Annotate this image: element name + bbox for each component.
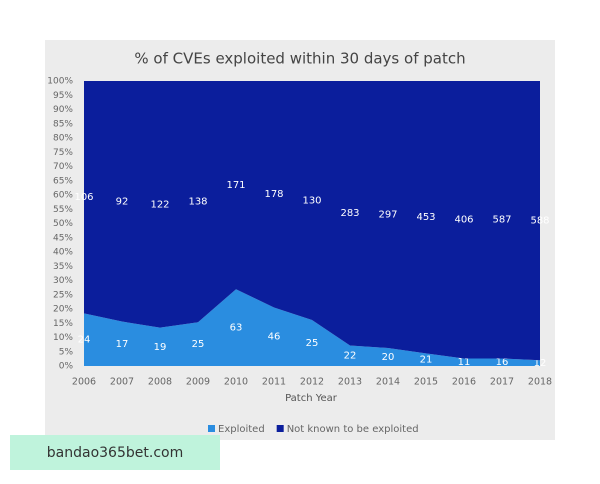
y-tick-label: 20% <box>53 305 73 315</box>
y-tick-label: 60% <box>53 191 73 201</box>
data-label: 106 <box>74 192 93 203</box>
watermark: bandao365bet.com <box>47 445 183 461</box>
y-tick-label: 5% <box>59 347 74 357</box>
y-tick-label: 50% <box>53 219 73 229</box>
y-tick-label: 30% <box>53 276 73 286</box>
y-tick-label: 0% <box>59 362 74 372</box>
y-tick-label: 25% <box>53 290 73 300</box>
data-label: 171 <box>226 180 245 191</box>
x-tick-label: 2011 <box>262 377 286 388</box>
y-tick-label: 45% <box>53 233 73 243</box>
y-tick-label: 85% <box>53 119 73 129</box>
data-label: 17 <box>116 339 129 350</box>
x-tick-label: 2009 <box>186 377 210 388</box>
legend-label: Exploited <box>218 424 265 435</box>
y-tick-label: 90% <box>53 105 73 115</box>
data-label: 178 <box>264 189 283 200</box>
x-tick-label: 2012 <box>300 377 324 388</box>
x-tick-label: 2013 <box>338 377 362 388</box>
data-label: 406 <box>454 215 473 226</box>
data-label: 25 <box>192 339 205 350</box>
data-label: 21 <box>420 355 433 366</box>
data-label: 11 <box>458 357 471 368</box>
data-label: 587 <box>492 215 511 226</box>
y-tick-label: 75% <box>53 148 73 158</box>
data-label: 588 <box>530 216 549 227</box>
data-label: 122 <box>150 199 169 210</box>
y-tick-label: 65% <box>53 176 73 186</box>
data-label: 20 <box>382 352 395 363</box>
data-label: 92 <box>116 196 129 207</box>
data-label: 297 <box>378 210 397 221</box>
y-tick-label: 15% <box>53 319 73 329</box>
x-tick-label: 2014 <box>376 377 400 388</box>
y-tick-label: 55% <box>53 205 73 215</box>
y-tick-label: 80% <box>53 134 73 144</box>
watermark-box <box>10 435 220 470</box>
data-label: 24 <box>78 335 91 346</box>
data-label: 130 <box>302 196 321 207</box>
y-tick-label: 35% <box>53 262 73 272</box>
data-label: 19 <box>154 342 167 353</box>
data-label: 16 <box>496 357 509 368</box>
x-tick-label: 2007 <box>110 377 134 388</box>
data-label: 25 <box>306 338 319 349</box>
data-label: 138 <box>188 197 207 208</box>
data-label: 63 <box>230 323 243 334</box>
x-tick-label: 2018 <box>528 377 552 388</box>
y-tick-label: 40% <box>53 248 73 258</box>
x-tick-label: 2010 <box>224 377 248 388</box>
data-label: 46 <box>268 332 281 343</box>
legend-swatch <box>208 425 215 432</box>
data-label: 12 <box>534 358 547 369</box>
x-axis-title: Patch Year <box>285 393 338 404</box>
x-tick-label: 2015 <box>414 377 438 388</box>
data-label: 453 <box>416 212 435 223</box>
y-tick-label: 70% <box>53 162 73 172</box>
legend-swatch <box>276 425 284 432</box>
x-tick-label: 2017 <box>490 377 514 388</box>
data-label: 22 <box>344 351 357 362</box>
y-tick-label: 10% <box>53 333 73 343</box>
chart-title: % of CVEs exploited within 30 days of pa… <box>134 50 465 68</box>
y-tick-label: 95% <box>53 91 73 101</box>
x-tick-label: 2006 <box>72 377 96 388</box>
area <box>84 81 540 361</box>
x-tick-label: 2016 <box>452 377 476 388</box>
legend-label: Not known to be exploited <box>287 424 419 435</box>
y-tick-label: 100% <box>47 77 73 87</box>
data-label: 283 <box>340 208 359 219</box>
x-tick-label: 2008 <box>148 377 172 388</box>
area <box>84 289 540 366</box>
